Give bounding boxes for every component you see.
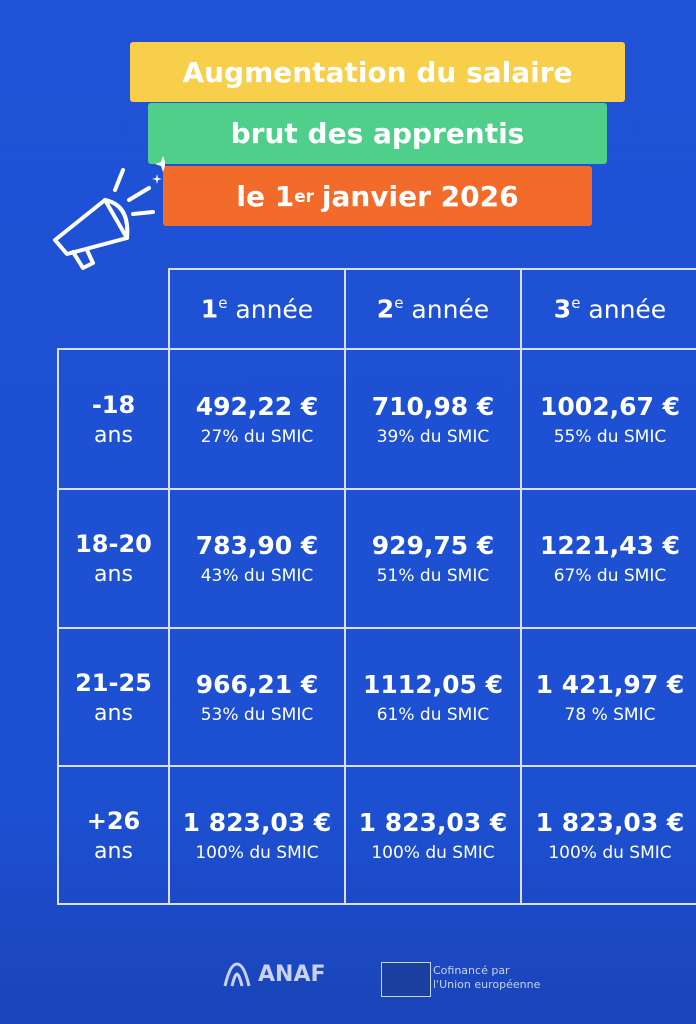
percent: 100% du SMIC	[548, 842, 672, 863]
table-cell: 1002,67 € 55% du SMIC	[520, 348, 696, 490]
title-line: brut des apprentis	[230, 117, 525, 150]
percent: 78 % SMIC	[564, 704, 656, 725]
title-line: janvier 2026	[321, 179, 519, 213]
eu-text: Cofinancé par l'Union européenne	[433, 964, 540, 992]
table-cell: 18-20 ans	[57, 488, 170, 629]
table-cell: 783,90 € 43% du SMIC	[168, 488, 346, 629]
row-unit: ans	[94, 422, 133, 448]
table-cell: 1 421,97 € 78 % SMIC	[520, 627, 696, 767]
percent: 27% du SMIC	[200, 426, 314, 447]
header-label: année	[588, 294, 667, 324]
percent: 100% du SMIC	[195, 842, 319, 863]
row-age: 18-20	[75, 530, 152, 558]
amount: 1 823,03 €	[182, 807, 332, 837]
eu-flag	[381, 962, 431, 997]
table-cell: 3e année	[520, 268, 696, 350]
eu-line: Cofinancé par	[433, 964, 510, 977]
row-unit: ans	[94, 700, 133, 726]
amount: 966,21 €	[195, 669, 319, 699]
amount: 492,22 €	[195, 391, 319, 421]
amount: 1221,43 €	[540, 531, 680, 560]
title-sup: er	[294, 186, 314, 206]
amount: 1 421,97 €	[535, 669, 685, 699]
megaphone-icon	[53, 156, 165, 270]
table-cell: 710,98 € 39% du SMIC	[344, 348, 522, 490]
table-cell: +26 ans	[57, 765, 170, 905]
percent: 53% du SMIC	[200, 704, 314, 725]
amount: 1002,67 €	[540, 391, 680, 421]
amount: 1 823,03 €	[358, 807, 508, 837]
anaf-logo: ANAF	[222, 960, 326, 988]
eu-line: l'Union européenne	[433, 978, 541, 991]
percent: 67% du SMIC	[553, 566, 667, 586]
percent: 55% du SMIC	[553, 426, 667, 447]
table-cell: 1 823,03 € 100% du SMIC	[344, 765, 522, 905]
percent: 39% du SMIC	[376, 426, 490, 447]
row-age: -18	[91, 390, 136, 419]
header-sup: e	[571, 294, 581, 313]
table-cell: -18 ans	[57, 348, 170, 490]
table-cell: 492,22 € 27% du SMIC	[168, 348, 346, 490]
header-sup: e	[218, 294, 228, 313]
table-cell: 929,75 € 51% du SMIC	[344, 488, 522, 629]
table-cell: 2e année	[344, 268, 522, 350]
title-band: Augmentation du salaire	[130, 42, 625, 102]
table-cell: 21-25 ans	[57, 627, 170, 767]
column-header: 2e année	[377, 294, 489, 323]
percent: 61% du SMIC	[376, 704, 490, 725]
amount: 1112,05 €	[363, 669, 503, 699]
amount: 783,90 €	[195, 531, 319, 560]
row-age: 21-25	[75, 668, 152, 697]
header-label: année	[235, 294, 314, 324]
header-num: 2	[376, 294, 395, 324]
anaf-icon	[223, 962, 251, 987]
title-band: brut des apprentis	[148, 103, 607, 164]
row-unit: ans	[94, 838, 133, 864]
table-cell: 1221,43 € 67% du SMIC	[520, 488, 696, 629]
percent: 43% du SMIC	[200, 566, 314, 586]
row-age: +26	[86, 806, 141, 835]
amount: 710,98 €	[371, 391, 495, 421]
table-cell: 1e année	[168, 268, 346, 350]
table-cell: 1 823,03 € 100% du SMIC	[168, 765, 346, 905]
title-line: le 1	[236, 179, 295, 213]
row-unit: ans	[94, 562, 133, 587]
logo-text: ANAF	[258, 961, 326, 987]
percent: 51% du SMIC	[376, 566, 490, 586]
header-label: année	[411, 294, 490, 324]
column-header: 3e année	[554, 294, 666, 323]
column-header: 1e année	[201, 294, 313, 323]
amount: 929,75 €	[371, 531, 495, 560]
table-cell: 1 823,03 € 100% du SMIC	[520, 765, 696, 905]
percent: 100% du SMIC	[371, 842, 495, 863]
table-cell: 966,21 € 53% du SMIC	[168, 627, 346, 767]
header-num: 3	[553, 294, 572, 324]
title-line: Augmentation du salaire	[182, 55, 573, 89]
header-sup: e	[394, 294, 404, 313]
table-cell: 1112,05 € 61% du SMIC	[344, 627, 522, 767]
amount: 1 823,03 €	[535, 807, 685, 837]
header-num: 1	[200, 294, 219, 324]
title-band: le 1 er janvier 2026	[163, 166, 592, 226]
